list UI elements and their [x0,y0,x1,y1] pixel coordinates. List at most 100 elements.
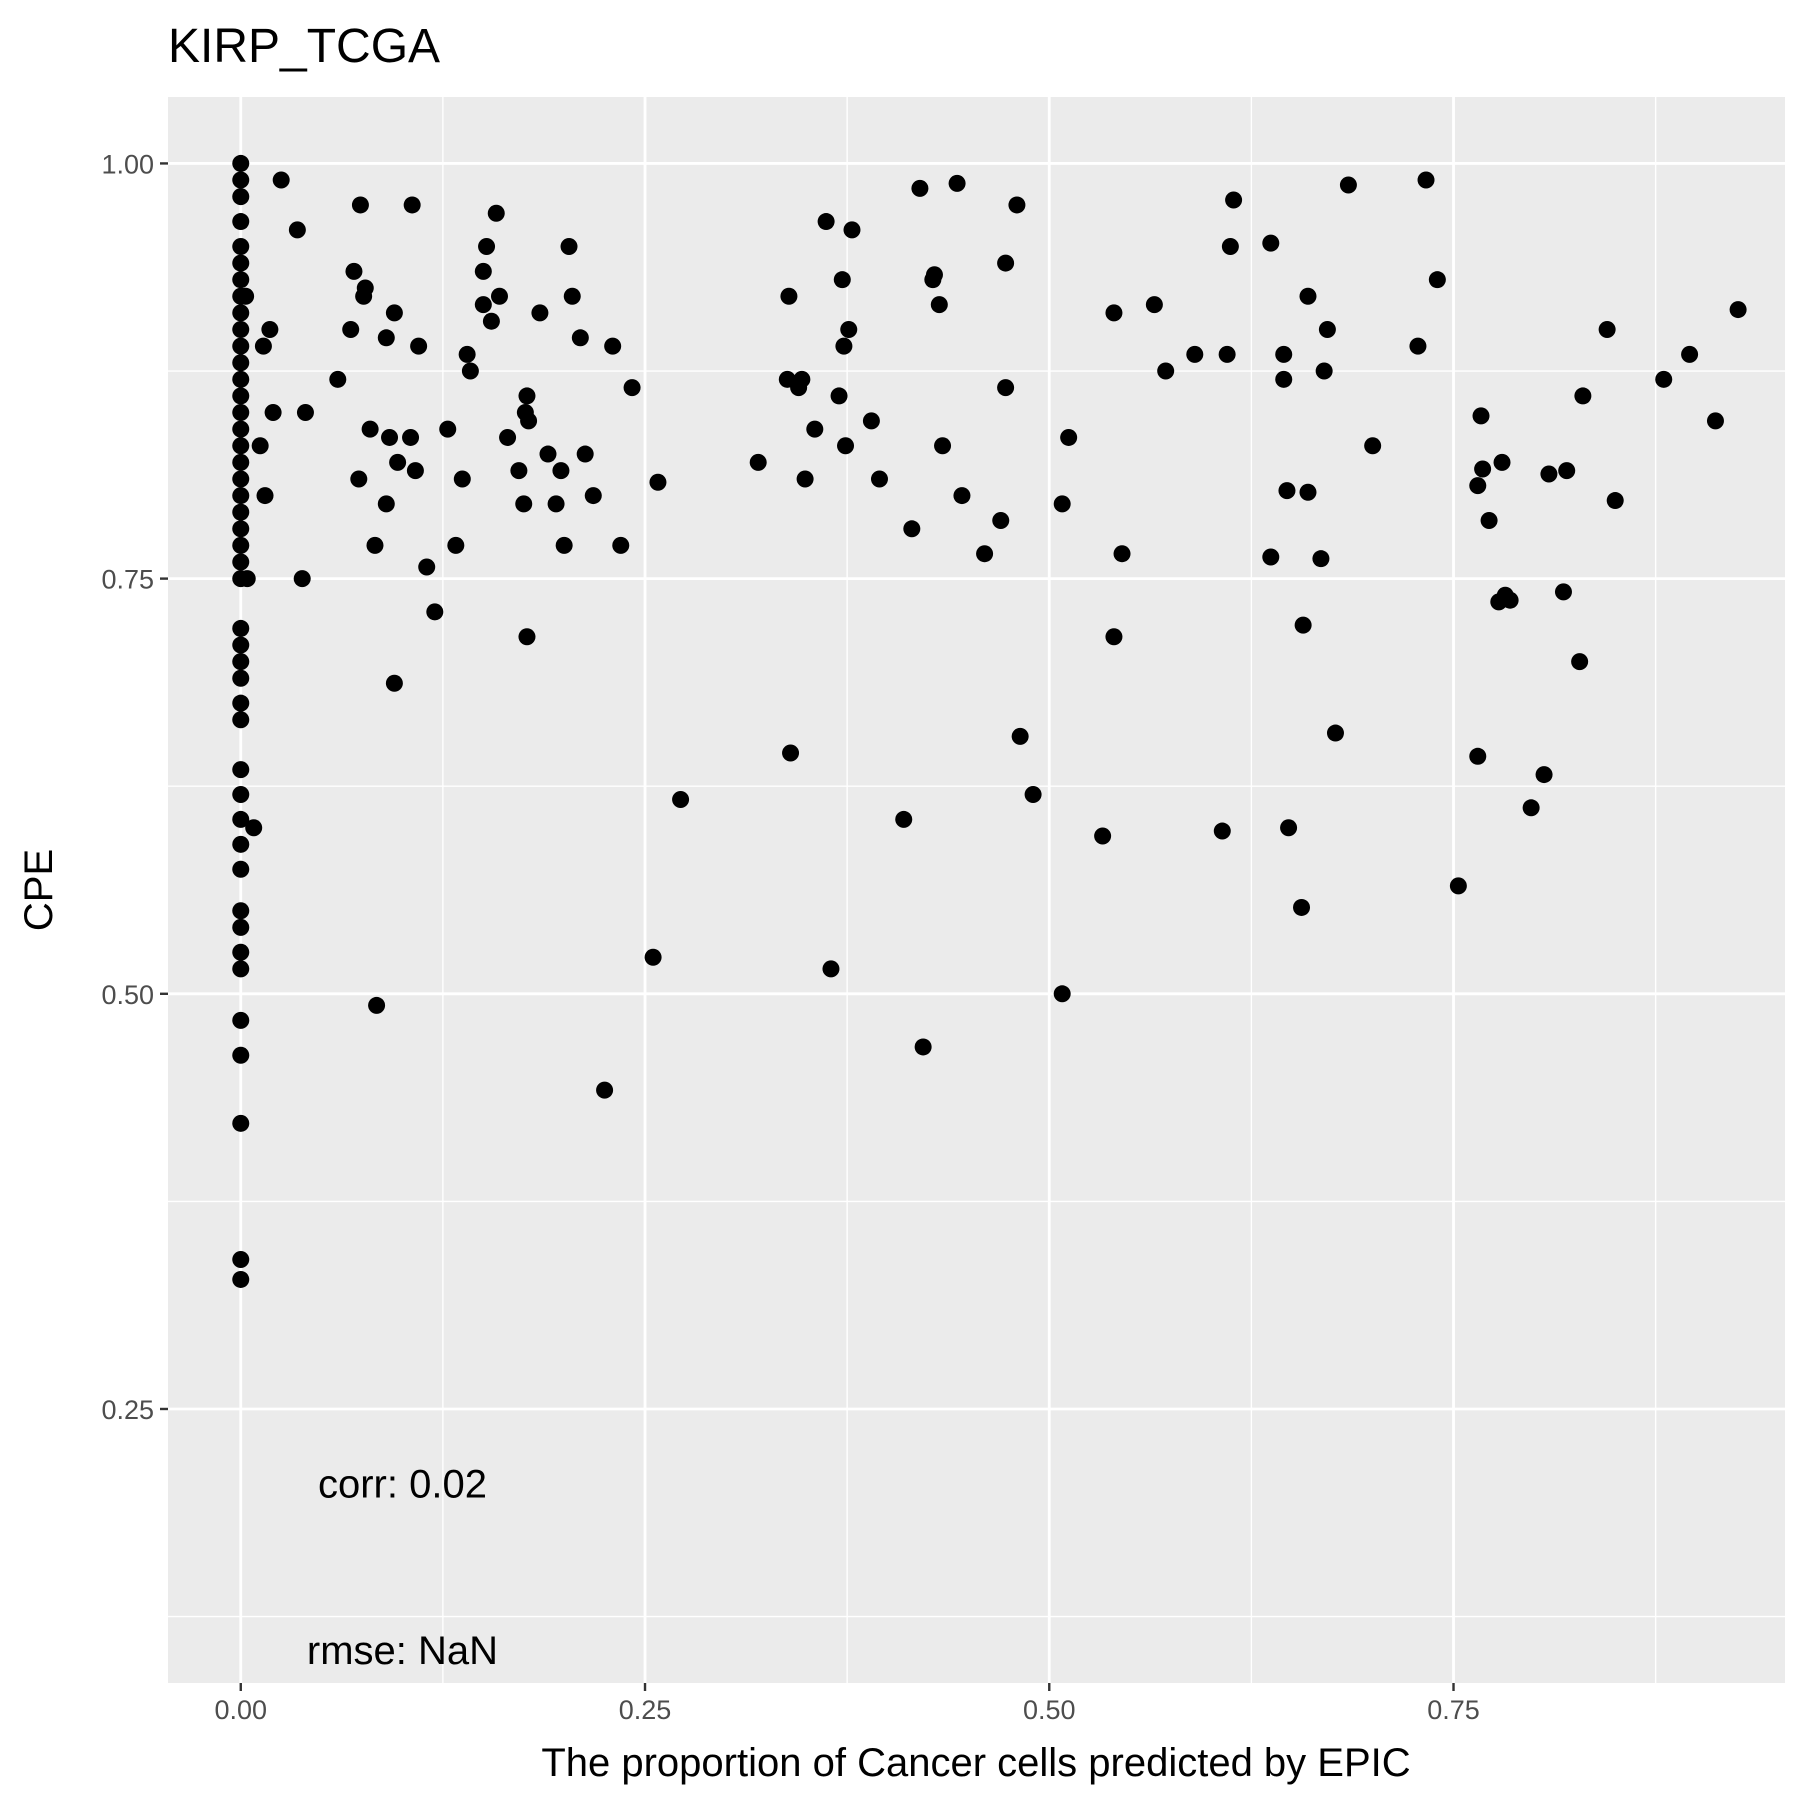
data-point [458,345,476,363]
data-point [1225,191,1243,209]
data-point [806,420,824,438]
data-point [410,337,428,355]
data-point [1213,822,1231,840]
data-point [232,943,250,961]
data-point [381,428,399,446]
data-point [1417,171,1435,189]
data-point [930,296,948,314]
y-tick-label: 0.50 [101,980,154,1010]
data-point [571,329,589,347]
data-point [1474,460,1492,478]
data-point [1472,407,1490,425]
data-point [1681,345,1699,363]
rmse-annotation: rmse: NaN [307,1629,498,1673]
data-point [232,188,250,206]
data-point [232,1114,250,1132]
data-point [644,948,662,966]
y-axis: 0.25 0.50 0.75 1.00 [101,149,168,1425]
data-point [948,174,966,192]
data-point [555,536,573,554]
data-point [925,266,943,284]
data-point [822,960,840,978]
data-point [296,404,314,422]
plot-panel [168,97,1785,1683]
data-point [862,412,880,430]
data-point [997,379,1015,397]
data-point [1318,321,1336,339]
data-point [232,404,250,422]
data-point [1218,345,1236,363]
data-point [385,304,403,322]
annotations: corr: 0.02 rmse: NaN [307,1463,498,1673]
data-point [461,362,479,380]
data-point [911,179,929,197]
data-point [837,437,855,455]
data-point [1598,321,1616,339]
data-point [1157,362,1175,380]
data-point [612,536,630,554]
data-point [793,370,811,388]
data-point [232,761,250,779]
data-point [1554,583,1572,601]
data-point [478,237,496,255]
data-point [350,470,368,488]
data-point [453,470,471,488]
data-point [1186,345,1204,363]
data-point [1262,548,1280,566]
data-point [830,387,848,405]
y-tick-label: 0.25 [101,1395,154,1425]
data-point [1053,495,1071,513]
data-point [245,819,263,837]
data-point [914,1038,932,1056]
x-tick-label: 0.25 [619,1695,672,1725]
data-point [1428,271,1446,289]
data-point [563,287,581,305]
data-point [439,420,457,438]
data-point [1221,237,1239,255]
data-point [518,387,536,405]
data-point [934,437,952,455]
data-point [520,412,538,430]
data-point [1280,819,1298,837]
data-point [232,1046,250,1064]
data-point [232,902,250,920]
corr-annotation: corr: 0.02 [318,1463,487,1507]
data-point [835,337,853,355]
data-point [997,254,1015,272]
data-point [1315,362,1333,380]
data-point [238,570,256,588]
data-point [1326,724,1344,742]
data-point [1105,304,1123,322]
data-point [232,619,250,637]
data-point [237,287,255,305]
data-point [361,420,379,438]
data-point [1409,337,1427,355]
data-point [288,221,306,239]
data-point [232,453,250,471]
data-point [780,287,798,305]
data-point [232,1011,250,1029]
data-point [1293,898,1311,916]
data-point [368,996,386,1014]
data-point [1706,412,1724,430]
data-point [1278,482,1296,500]
data-point [232,213,250,231]
data-point [1501,591,1519,609]
data-point [1275,345,1293,363]
data-point [232,487,250,505]
data-point [232,810,250,828]
data-point [232,370,250,388]
chart-title: KIRP_TCGA [168,20,440,73]
data-point [1113,545,1131,563]
data-point [232,337,250,355]
data-point [623,379,641,397]
y-tick-label: 1.00 [101,149,154,179]
x-tick-label: 0.50 [1023,1695,1076,1725]
data-point [232,154,250,172]
data-point [604,337,622,355]
data-point [232,835,250,853]
data-point [1299,287,1317,305]
data-point [232,536,250,554]
data-point [345,262,363,280]
data-point [895,810,913,828]
